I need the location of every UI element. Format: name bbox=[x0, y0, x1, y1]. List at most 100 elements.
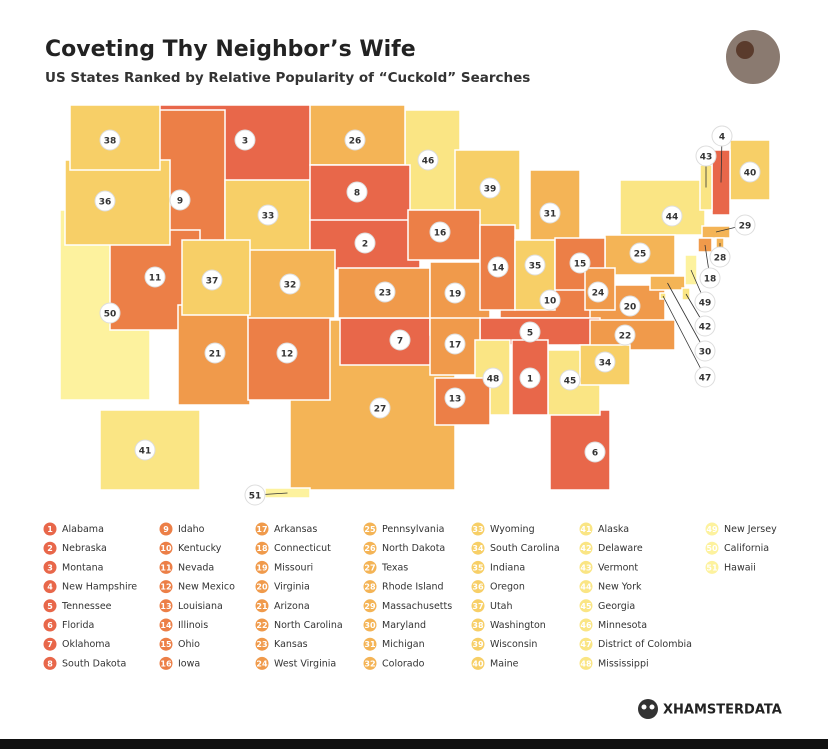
state-rank: 11 bbox=[149, 274, 162, 284]
state-label-badge bbox=[354, 232, 376, 254]
legend-state: Michigan bbox=[382, 639, 425, 650]
legend-state: Arizona bbox=[274, 601, 310, 612]
legend-state: Massachusetts bbox=[382, 601, 452, 612]
legend-badge bbox=[255, 637, 269, 651]
legend-state: Maryland bbox=[382, 620, 426, 631]
legend-badge bbox=[43, 637, 57, 651]
legend-badge bbox=[255, 560, 269, 574]
state-label-badge bbox=[694, 315, 716, 337]
state-label-badge bbox=[389, 329, 411, 351]
legend-badge bbox=[471, 522, 485, 536]
legend-badge bbox=[363, 618, 377, 632]
state-label-badge bbox=[169, 189, 191, 211]
state-rank: 13 bbox=[449, 395, 462, 405]
state-rank: 35 bbox=[529, 262, 542, 272]
state-label-badge bbox=[739, 161, 761, 183]
state-label-badge bbox=[99, 129, 121, 151]
legend-state: Wisconsin bbox=[490, 639, 537, 650]
legend-state: Colorado bbox=[382, 658, 425, 669]
legend-badge bbox=[363, 637, 377, 651]
legend-badge bbox=[471, 541, 485, 555]
legend-badge bbox=[255, 618, 269, 632]
legend-rank: 18 bbox=[256, 544, 268, 553]
state-rank: 45 bbox=[564, 377, 577, 387]
state-label-badge bbox=[369, 397, 391, 419]
title: Coveting Thy Neighbor’s Wife bbox=[45, 37, 416, 62]
legend-state: West Virginia bbox=[274, 658, 336, 669]
legend-badge bbox=[159, 599, 173, 613]
legend-badge bbox=[43, 522, 57, 536]
legend-badge bbox=[579, 618, 593, 632]
state-label-badge bbox=[429, 221, 451, 243]
legend-state: Mississippi bbox=[598, 658, 649, 669]
legend-state: Nevada bbox=[178, 562, 214, 573]
state-label-badge bbox=[487, 256, 509, 278]
state-label-badge bbox=[709, 246, 731, 268]
legend-state: Hawaii bbox=[724, 562, 756, 573]
state-rank: 19 bbox=[449, 290, 462, 300]
legend-badge bbox=[705, 560, 719, 574]
state-label-badge bbox=[374, 281, 396, 303]
state-rank: 17 bbox=[449, 341, 462, 351]
state-label-badge bbox=[234, 129, 256, 151]
legend-state: Idaho bbox=[178, 524, 205, 535]
legend-badge bbox=[159, 560, 173, 574]
legend-rank: 17 bbox=[256, 525, 267, 534]
legend-rank: 13 bbox=[160, 602, 171, 611]
legend: 1 Alabama 2 Nebraska 3 Montana 4 New Hampshire 5… bbox=[43, 522, 777, 670]
legend-badge bbox=[471, 637, 485, 651]
legend-rank: 36 bbox=[472, 583, 484, 592]
legend-state: North Carolina bbox=[274, 620, 343, 631]
state-label-badge bbox=[614, 324, 636, 346]
state-rank: 14 bbox=[492, 264, 505, 274]
legend-rank: 31 bbox=[364, 640, 376, 649]
brand: XHAMSTERDATA bbox=[663, 703, 782, 718]
legend-rank: 49 bbox=[706, 525, 718, 534]
bottom-bar bbox=[0, 739, 828, 749]
legend-rank: 41 bbox=[580, 525, 592, 534]
legend-rank: 14 bbox=[160, 621, 172, 630]
legend-rank: 9 bbox=[163, 525, 169, 534]
legend-badge bbox=[159, 541, 173, 555]
state-rank: 12 bbox=[281, 350, 294, 360]
legend-state: South Carolina bbox=[490, 543, 560, 554]
legend-rank: 39 bbox=[472, 640, 484, 649]
state-rank: 37 bbox=[206, 277, 219, 287]
state-label-badge bbox=[569, 252, 591, 274]
state-label-badge bbox=[346, 181, 368, 203]
state-rank: 32 bbox=[284, 281, 297, 291]
legend-rank: 38 bbox=[472, 621, 484, 630]
state-label-badge bbox=[539, 202, 561, 224]
legend-badge bbox=[705, 522, 719, 536]
state-rank: 31 bbox=[544, 210, 557, 220]
legend-badge bbox=[579, 541, 593, 555]
legend-rank: 23 bbox=[256, 640, 267, 649]
state-label-badge bbox=[584, 441, 606, 463]
logo-eye bbox=[649, 704, 655, 710]
legend-badge bbox=[255, 522, 269, 536]
state-rank: 40 bbox=[744, 169, 757, 179]
legend-rank: 3 bbox=[47, 563, 53, 572]
legend-rank: 20 bbox=[256, 583, 268, 592]
legend-rank: 6 bbox=[47, 621, 53, 630]
legend-badge bbox=[579, 522, 593, 536]
state-rank: 18 bbox=[704, 275, 717, 285]
legend-rank: 51 bbox=[706, 563, 718, 572]
leader-line bbox=[667, 282, 706, 352]
legend-badge bbox=[579, 599, 593, 613]
state-rank: 33 bbox=[262, 212, 275, 222]
state-rank: 36 bbox=[99, 198, 112, 208]
legend-rank: 32 bbox=[364, 659, 375, 668]
legend-badge bbox=[363, 599, 377, 613]
legend-rank: 34 bbox=[472, 544, 484, 553]
state-rank: 42 bbox=[699, 323, 712, 333]
state-rank: 15 bbox=[574, 260, 587, 270]
legend-badge bbox=[255, 656, 269, 670]
legend-rank: 50 bbox=[706, 544, 718, 553]
state-shape bbox=[619, 179, 706, 236]
legend-state: Pennsylvania bbox=[382, 524, 444, 535]
legend-state: North Dakota bbox=[382, 543, 445, 554]
legend-badge bbox=[255, 580, 269, 594]
legend-state: Indiana bbox=[490, 562, 525, 573]
